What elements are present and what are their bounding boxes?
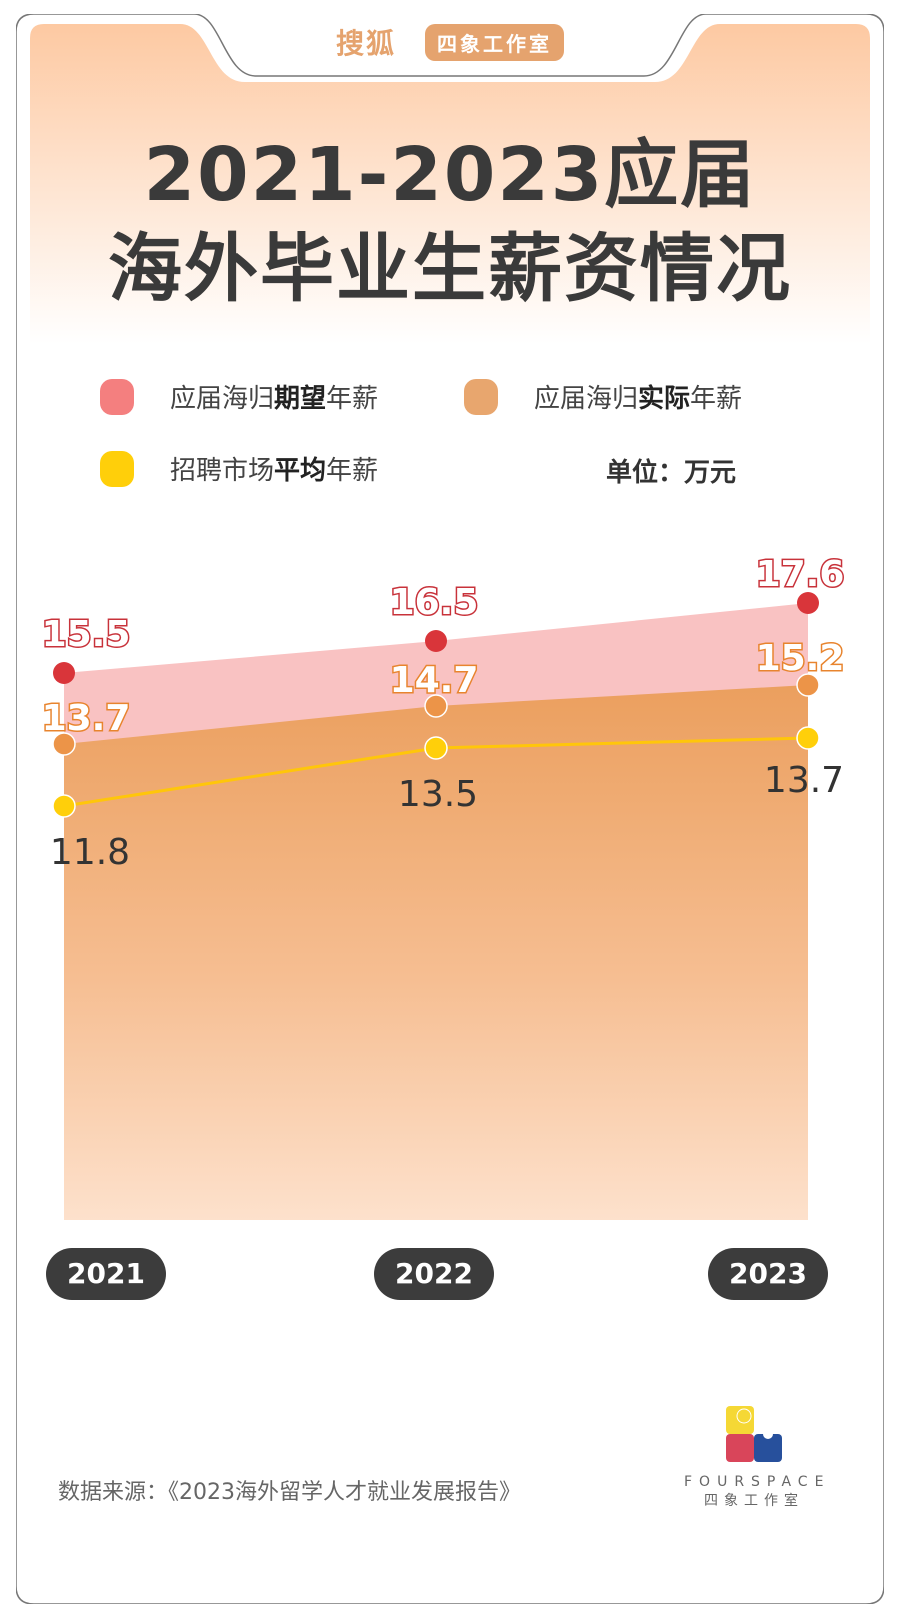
- label-actual-2021: 13.7: [42, 698, 131, 739]
- data-source: 数据来源：《2023海外留学人才就业发展报告》: [58, 1480, 521, 1505]
- title-line-1: 2021-2023应届: [143, 132, 757, 218]
- logo-text-cn: 四象工作室: [704, 1493, 804, 1509]
- legend-text: 年薪: [326, 384, 379, 414]
- label-actual-2023: 15.2: [756, 638, 845, 679]
- legend-text: 应届海归: [170, 384, 275, 414]
- actual-labels: 13.7 14.7 15.2: [40, 637, 846, 741]
- market-labels: 11.8 13.5 13.7: [50, 760, 844, 873]
- unit-label: 单位：万元: [606, 458, 737, 488]
- sohu-logo: 搜狐: [335, 27, 396, 60]
- market-points: [52, 726, 820, 818]
- legend-swatch-expected: [100, 378, 134, 415]
- label-market-2022: 13.5: [398, 774, 478, 815]
- legend-swatch-actual: [464, 378, 498, 415]
- card: [16, 14, 884, 1604]
- label-market-2023: 13.7: [764, 760, 844, 801]
- label-expected-2021: 15.5: [42, 614, 131, 655]
- area-chart: 15.5 16.5 17.6 13.7 14.7 15.2 11.8 13.5 …: [40, 553, 846, 1220]
- legend-text: 年薪: [326, 456, 379, 486]
- title-line-2: 海外毕业生薪资情况: [108, 226, 792, 312]
- actual-area: [64, 685, 808, 1220]
- expected-points: [53, 592, 819, 684]
- legend-text: 应届海归: [534, 384, 639, 414]
- legend-text: 年薪: [690, 384, 743, 414]
- brand-header: 搜狐 四象工作室: [0, 22, 900, 62]
- header-background: [30, 24, 870, 344]
- studio-badge: 四象工作室: [425, 23, 565, 61]
- legend-text: 招聘市场: [170, 456, 275, 486]
- logo-text-en: FOURSPACE: [684, 1474, 831, 1490]
- legend-bold: 平均: [274, 456, 327, 486]
- fourspace-logo: FOURSPACE 四象工作室: [684, 1402, 824, 1510]
- x-axis-label-2023: 2023: [708, 1248, 828, 1300]
- label-expected-2023: 17.6: [756, 554, 845, 595]
- page-title: 2021-2023应届 海外毕业生薪资情况: [0, 128, 900, 316]
- label-expected-2022: 16.5: [390, 582, 479, 623]
- x-axis-label-2022: 2022: [374, 1248, 494, 1300]
- actual-points: [52, 673, 820, 756]
- legend-bold: 实际: [638, 384, 691, 414]
- legend-swatch-market: [100, 450, 134, 487]
- legend-item-actual: 应届海归 实际 年薪: [464, 378, 742, 415]
- x-axis-label-2021: 2021: [46, 1248, 166, 1300]
- expected-labels: 15.5 16.5 17.6: [40, 553, 846, 657]
- legend-bold: 期望: [274, 384, 327, 414]
- label-market-2021: 11.8: [50, 832, 130, 873]
- legend-item-expected: 应届海归 期望 年薪: [100, 378, 378, 415]
- puzzle-logo-icon: [726, 1406, 782, 1462]
- card-frame: [16, 14, 884, 1604]
- legend-item-market: 招聘市场 平均 年薪: [100, 450, 378, 487]
- label-actual-2022: 14.7: [390, 660, 479, 701]
